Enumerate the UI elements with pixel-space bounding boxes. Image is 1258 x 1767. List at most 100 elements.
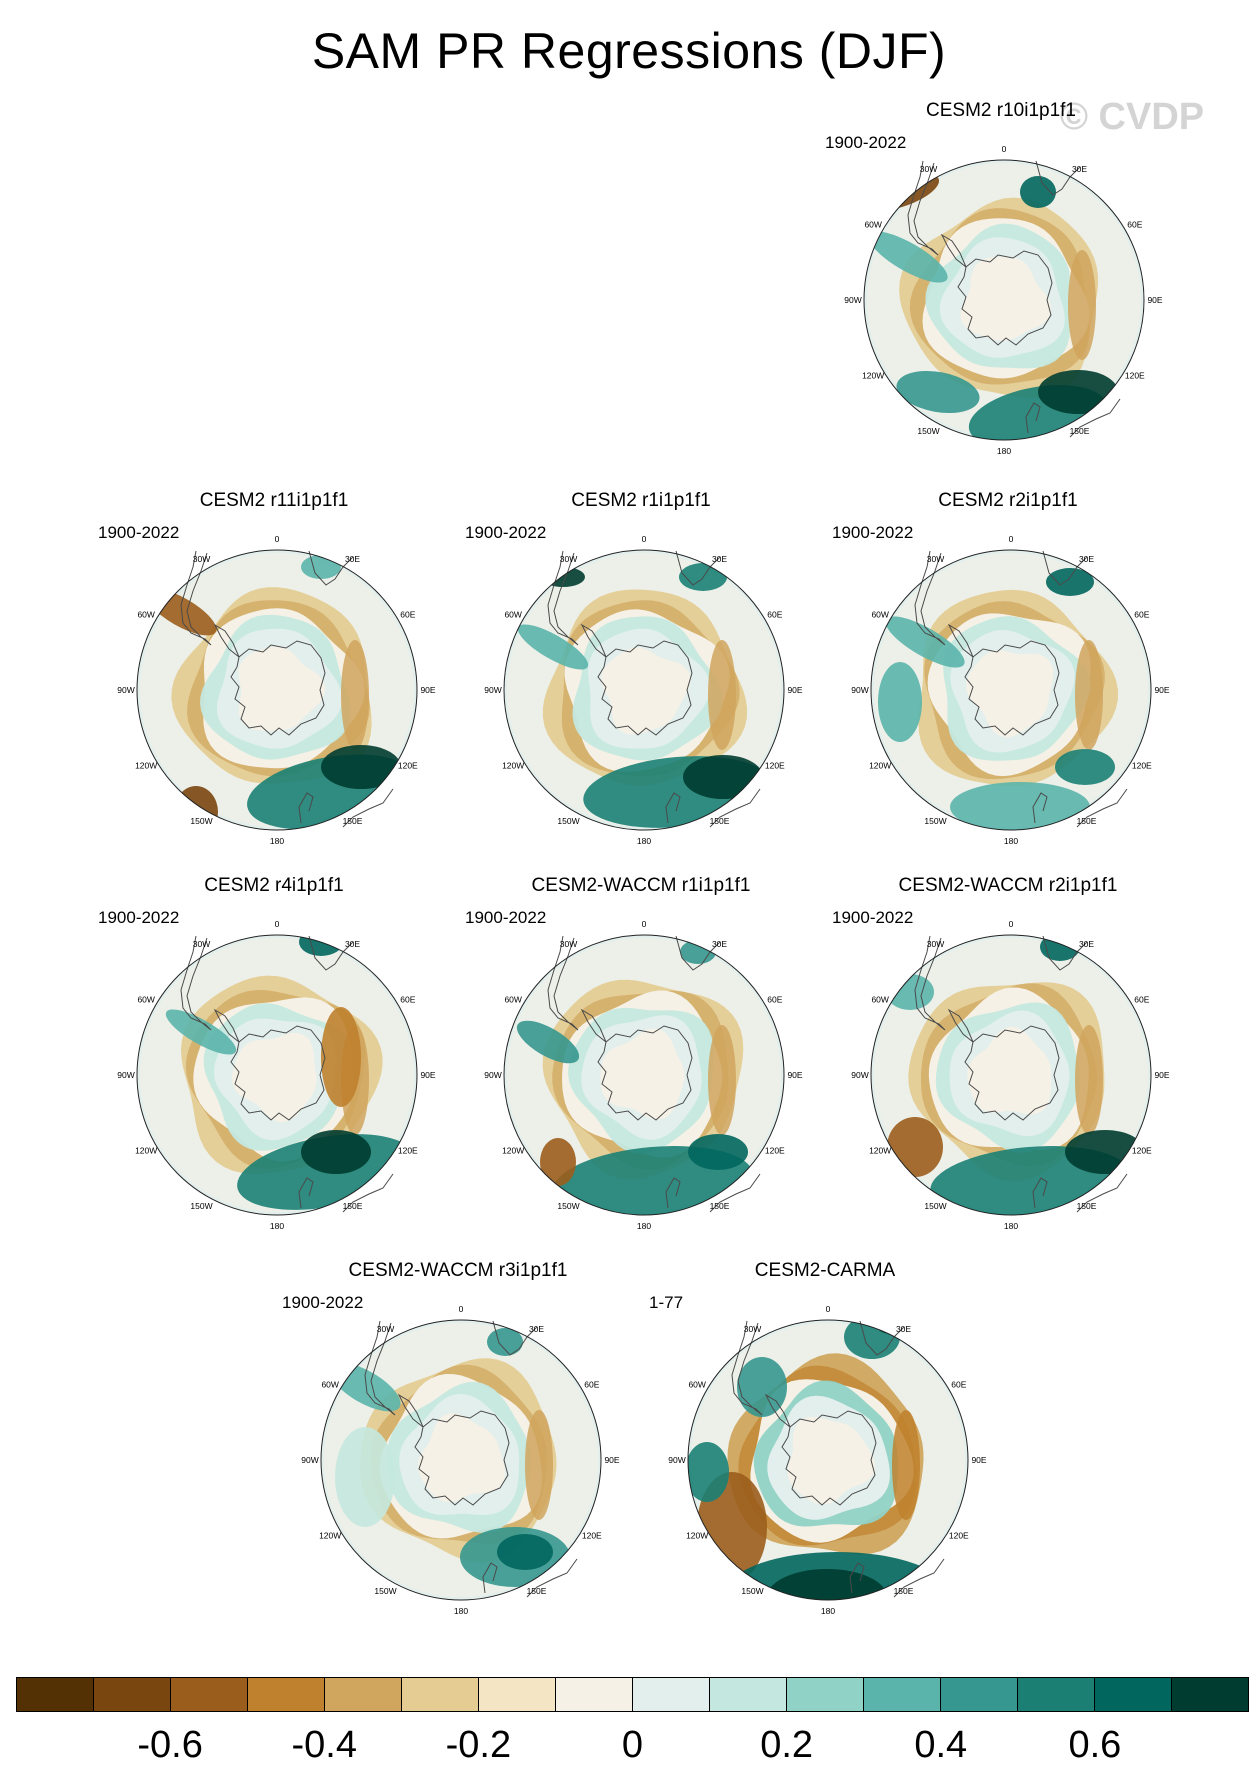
lon-label: 30W — [560, 939, 577, 949]
map-border — [870, 934, 1152, 1216]
lon-label: 30E — [896, 1324, 911, 1334]
africa-coastline — [675, 550, 721, 586]
map-panel: CESM2 r10i1p1f1 1900-2022 0 30E 60E 90E 120E 15… — [815, 100, 1187, 480]
panel-title: CESM2-WACCM r1i1p1f1 — [531, 875, 751, 896]
colorbar-tick-label: 0.6 — [1068, 1724, 1122, 1766]
lon-label: 120W — [502, 1146, 524, 1156]
polar-map: 0 30E 60E 90E 120E 150E 180 150W 120W 90W 60W 30W — [851, 919, 1170, 1231]
lon-label: 150W — [741, 1586, 763, 1596]
africa-coastline — [308, 935, 354, 971]
antarctica-coastline — [764, 1393, 877, 1506]
panel-period: 1900-2022 — [465, 908, 547, 927]
colorbar — [16, 1677, 1249, 1712]
antarctica-coastline — [947, 623, 1060, 736]
antarctica-coastline — [947, 1008, 1060, 1121]
panel-title: CESM2 r1i1p1f1 — [571, 490, 711, 511]
lon-label: 150E — [527, 1586, 547, 1596]
lon-label: 150E — [1077, 1201, 1097, 1211]
lon-label: 180 — [1004, 1221, 1018, 1231]
lon-label: 30W — [927, 554, 944, 564]
lon-label: 60E — [1134, 995, 1149, 1005]
lon-label: 60W — [688, 1380, 705, 1390]
antarctica-coastline — [397, 1393, 510, 1506]
lon-label: 30W — [377, 1324, 394, 1334]
lon-label: 180 — [637, 1221, 651, 1231]
africa-coastline — [1042, 550, 1088, 586]
map-border — [320, 1319, 602, 1601]
colorbar-swatch — [941, 1678, 1018, 1711]
lon-label: 120W — [135, 761, 157, 771]
lon-label: 90W — [851, 685, 868, 695]
colorbar-swatch — [1172, 1678, 1248, 1711]
lon-label: 30E — [345, 939, 360, 949]
panel-period: 1900-2022 — [825, 133, 907, 152]
lon-label: 120E — [765, 1146, 785, 1156]
polar-map: 0 30E 60E 90E 120E 150E 180 150W 120W 90W 60W 30W — [844, 144, 1163, 456]
lon-label: 60E — [951, 1380, 966, 1390]
lon-label: 90E — [787, 685, 802, 695]
polar-map: 0 30E 60E 90E 120E 150E 180 150W 120W 90W 60W 30W — [117, 919, 436, 1231]
lon-label: 30W — [920, 164, 937, 174]
south-america-coastline — [547, 550, 579, 646]
lon-label: 120E — [398, 1146, 418, 1156]
map-border — [870, 549, 1152, 831]
australia-nz-coastline — [1032, 1173, 1128, 1213]
lon-label: 60W — [864, 220, 881, 230]
colorbar-swatch — [402, 1678, 479, 1711]
lon-label: 60E — [767, 610, 782, 620]
cvdp-watermark: © CVDP — [1060, 96, 1205, 138]
panel-period: 1900-2022 — [98, 908, 180, 927]
map-border — [687, 1319, 969, 1601]
map-panel: CESM2-WACCM r3i1p1f1 1900-2022 0 30E 60E 90E 1… — [272, 1260, 644, 1640]
lon-label: 150E — [894, 1586, 914, 1596]
colorbar-swatch — [171, 1678, 248, 1711]
lon-label: 150W — [557, 816, 579, 826]
map-panel: CESM2-CARMA 1-77 0 30E 60E 90E 120E 150E 180 150W… — [639, 1260, 1011, 1640]
lon-label: 150W — [924, 816, 946, 826]
lon-label: 180 — [997, 446, 1011, 456]
lon-label: 30W — [193, 554, 210, 564]
africa-coastline — [675, 935, 721, 971]
precip-field — [504, 550, 784, 830]
panel-title: CESM2 r4i1p1f1 — [204, 875, 344, 896]
lon-label: 60E — [1127, 220, 1142, 230]
lon-label: 90E — [420, 685, 435, 695]
south-america-coastline — [547, 935, 579, 1031]
lon-label: 180 — [1004, 836, 1018, 846]
panel-period: 1900-2022 — [832, 908, 914, 927]
lon-label: 30E — [345, 554, 360, 564]
lon-label: 90E — [1147, 295, 1162, 305]
lon-label: 180 — [454, 1606, 468, 1616]
precip-field — [137, 935, 417, 1215]
lon-label: 60W — [871, 610, 888, 620]
lon-label: 30E — [712, 554, 727, 564]
colorbar-tick-label: -0.6 — [137, 1724, 203, 1766]
colorbar-tick-label: -0.4 — [291, 1724, 357, 1766]
panel-title: CESM2-WACCM r2i1p1f1 — [898, 875, 1118, 896]
colorbar-swatch — [325, 1678, 402, 1711]
lon-label: 180 — [270, 1221, 284, 1231]
lon-label: 90W — [844, 295, 861, 305]
lon-label: 120E — [1125, 371, 1145, 381]
precip-field — [688, 1320, 968, 1600]
africa-coastline — [1042, 935, 1088, 971]
colorbar-swatch — [1095, 1678, 1172, 1711]
lon-label: 0 — [275, 534, 280, 544]
lon-label: 60W — [504, 995, 521, 1005]
lon-label: 150W — [190, 1201, 212, 1211]
lon-label: 120E — [949, 1531, 969, 1541]
australia-nz-coastline — [665, 788, 761, 828]
map-border — [503, 549, 785, 831]
precip-field — [864, 160, 1144, 440]
lon-label: 30E — [1079, 554, 1094, 564]
lon-label: 60W — [504, 610, 521, 620]
figure-title: SAM PR Regressions (DJF) — [311, 23, 947, 79]
polar-map: 0 30E 60E 90E 120E 150E 180 150W 120W 90W 60W 30W — [301, 1304, 620, 1616]
lon-label: 90E — [1154, 1070, 1169, 1080]
lon-label: 150W — [557, 1201, 579, 1211]
precip-field — [871, 935, 1151, 1215]
lon-label: 150E — [343, 816, 363, 826]
africa-coastline — [492, 1320, 538, 1356]
antarctica-coastline — [213, 623, 326, 736]
lon-label: 150E — [710, 1201, 730, 1211]
